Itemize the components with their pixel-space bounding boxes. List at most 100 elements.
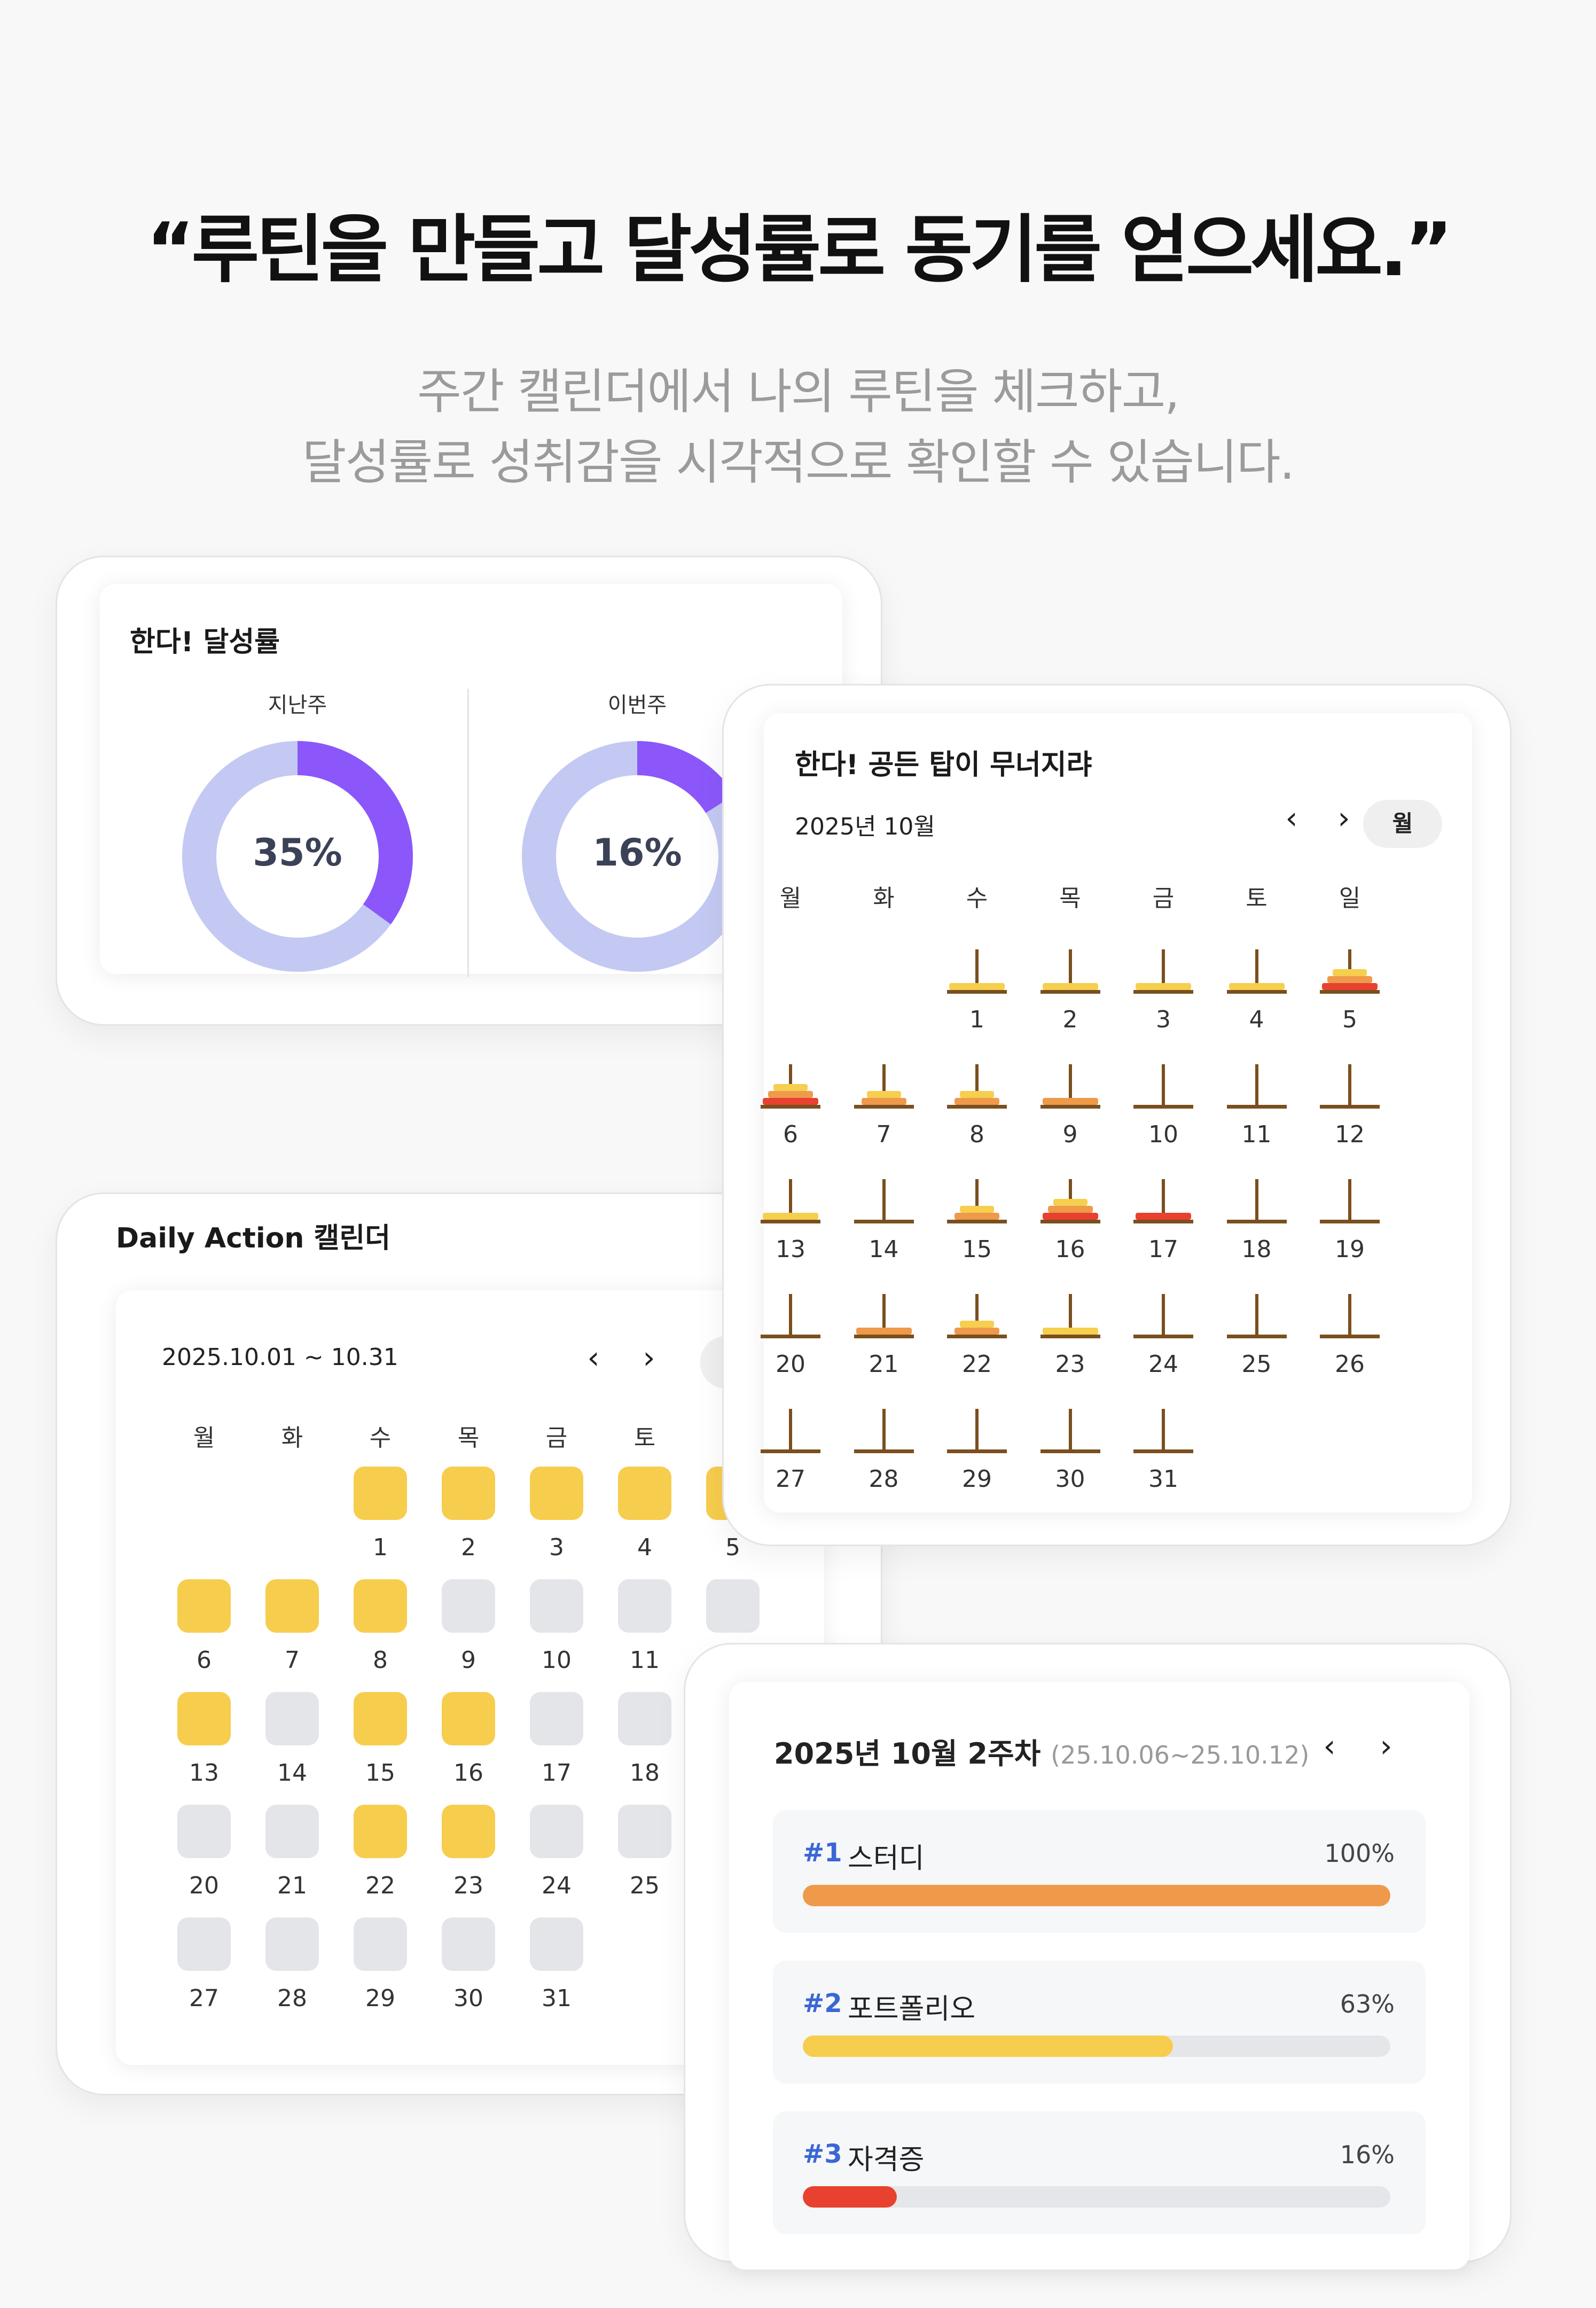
hanoi-tower[interactable] <box>1131 943 1195 996</box>
hanoi-tower[interactable] <box>758 1058 823 1111</box>
tower-base <box>1226 990 1287 994</box>
tower-pole <box>1255 1179 1258 1222</box>
day-cell-empty[interactable] <box>442 1579 495 1633</box>
day-cell-empty[interactable] <box>530 1692 583 1745</box>
day-number: 31 <box>1148 1465 1178 1493</box>
hanoi-tower[interactable] <box>1038 1058 1102 1111</box>
day-cell-done[interactable] <box>530 1467 583 1520</box>
hanoi-tower[interactable] <box>1131 1058 1195 1111</box>
hanoi-tower[interactable] <box>1038 1288 1102 1341</box>
goal-item[interactable]: #2 포트폴리오 63% <box>773 1961 1426 2084</box>
day-cell-done[interactable] <box>354 1805 407 1858</box>
tower-disc <box>949 983 1005 990</box>
hanoi-tower[interactable] <box>758 1402 823 1456</box>
chart-divider <box>467 689 469 977</box>
day-cell-done[interactable] <box>354 1579 407 1633</box>
hanoi-tower[interactable] <box>852 1173 916 1226</box>
day-number: 24 <box>1148 1351 1178 1378</box>
day-cell-done[interactable] <box>177 1692 231 1745</box>
weekday-label: 토 <box>633 1424 656 1452</box>
day-cell-empty[interactable] <box>442 1917 495 1971</box>
chevron-right-icon[interactable]: › <box>1337 800 1350 836</box>
hanoi-tower[interactable] <box>945 1058 1009 1111</box>
hanoi-tower[interactable] <box>758 1173 823 1226</box>
hanoi-tower[interactable] <box>1038 943 1102 996</box>
chevron-right-icon[interactable]: › <box>1380 1728 1392 1764</box>
tower-base <box>854 1335 914 1338</box>
day-cell-empty[interactable] <box>618 1579 671 1633</box>
tower-base <box>1133 990 1193 994</box>
week-range: (25.10.06~25.10.12) <box>1051 1741 1310 1769</box>
hanoi-tower[interactable] <box>1225 1173 1289 1226</box>
day-cell-empty[interactable] <box>706 1579 760 1633</box>
hanoi-tower[interactable] <box>852 1402 916 1456</box>
hanoi-tower[interactable] <box>945 1288 1009 1341</box>
day-cell-done[interactable] <box>618 1467 671 1520</box>
goal-percent: 100% <box>1324 1839 1395 1868</box>
day-cell-done[interactable] <box>442 1467 495 1520</box>
tower-base <box>947 1335 1007 1338</box>
hanoi-tower[interactable] <box>1131 1402 1195 1456</box>
goal-item[interactable]: #3 자격증 16% <box>773 2111 1426 2234</box>
day-cell-empty[interactable] <box>265 1917 319 1971</box>
goal-name: 자격증 <box>848 2144 925 2176</box>
day-cell-empty[interactable] <box>265 1692 319 1745</box>
tower-base <box>854 1220 914 1223</box>
hanoi-tower[interactable] <box>852 1288 916 1341</box>
hanoi-tower[interactable] <box>1318 1058 1382 1111</box>
day-cell-empty[interactable] <box>265 1805 319 1858</box>
day-cell-empty[interactable] <box>530 1805 583 1858</box>
tower-pole <box>1162 1294 1165 1337</box>
chevron-right-icon[interactable]: › <box>643 1339 655 1376</box>
hanoi-tower[interactable] <box>1225 1058 1289 1111</box>
hanoi-tower[interactable] <box>852 1058 916 1111</box>
hanoi-tower[interactable] <box>1131 1173 1195 1226</box>
day-cell-done[interactable] <box>442 1692 495 1745</box>
day-cell-empty[interactable] <box>177 1805 231 1858</box>
hanoi-tower[interactable] <box>1225 943 1289 996</box>
tower-pole <box>1068 1294 1072 1337</box>
day-cell-done[interactable] <box>265 1579 319 1633</box>
donut-fill <box>522 741 753 972</box>
day-cell-done[interactable] <box>354 1692 407 1745</box>
tower-pole <box>882 1064 886 1107</box>
day-cell-empty[interactable] <box>618 1805 671 1858</box>
goal-item[interactable]: #1 스터디 100% <box>773 1810 1426 1933</box>
day-cell-empty[interactable] <box>354 1917 407 1971</box>
hanoi-tower[interactable] <box>945 1173 1009 1226</box>
weekday-label: 목 <box>1059 885 1081 912</box>
tower-pole <box>1255 1064 1258 1107</box>
tower-disc <box>1047 1206 1093 1213</box>
day-cell-done[interactable] <box>177 1579 231 1633</box>
day-cell-empty[interactable] <box>530 1579 583 1633</box>
day-cell-done[interactable] <box>442 1805 495 1858</box>
tower-pole <box>1162 1179 1165 1222</box>
chevron-left-icon[interactable]: ‹ <box>587 1339 600 1376</box>
day-cell-empty[interactable] <box>530 1917 583 1971</box>
hanoi-tower[interactable] <box>1318 1173 1382 1226</box>
day-number: 26 <box>1335 1351 1365 1378</box>
day-number: 31 <box>542 1985 572 2012</box>
hanoi-tower[interactable] <box>758 1288 823 1341</box>
day-cell-empty[interactable] <box>618 1692 671 1745</box>
tower-pole <box>1162 1409 1165 1452</box>
hanoi-tower[interactable] <box>1038 1402 1102 1456</box>
weekly-panel: 2025년 10월 2주차 (25.10.06~25.10.12) ‹ › #1… <box>684 1643 1512 2270</box>
hanoi-tower[interactable] <box>1225 1288 1289 1341</box>
day-cell-done[interactable] <box>354 1467 407 1520</box>
hanoi-tower[interactable] <box>945 943 1009 996</box>
chevron-left-icon[interactable]: ‹ <box>1285 800 1298 836</box>
hanoi-tower[interactable] <box>945 1402 1009 1456</box>
hanoi-tower[interactable] <box>1038 1173 1102 1226</box>
view-mode-button[interactable]: 월 <box>1363 800 1442 848</box>
hanoi-tower[interactable] <box>1318 943 1382 996</box>
hanoi-tower[interactable] <box>1131 1288 1195 1341</box>
week-title: 2025년 10월 2주차 (25.10.06~25.10.12) <box>774 1730 1309 1772</box>
day-cell-empty[interactable] <box>177 1917 231 1971</box>
chevron-left-icon[interactable]: ‹ <box>1323 1728 1336 1764</box>
day-number: 5 <box>1342 1006 1357 1033</box>
day-number: 20 <box>189 1872 219 1899</box>
tower-pole <box>882 1179 886 1222</box>
tower-disc <box>768 1091 813 1098</box>
hanoi-tower[interactable] <box>1318 1288 1382 1341</box>
